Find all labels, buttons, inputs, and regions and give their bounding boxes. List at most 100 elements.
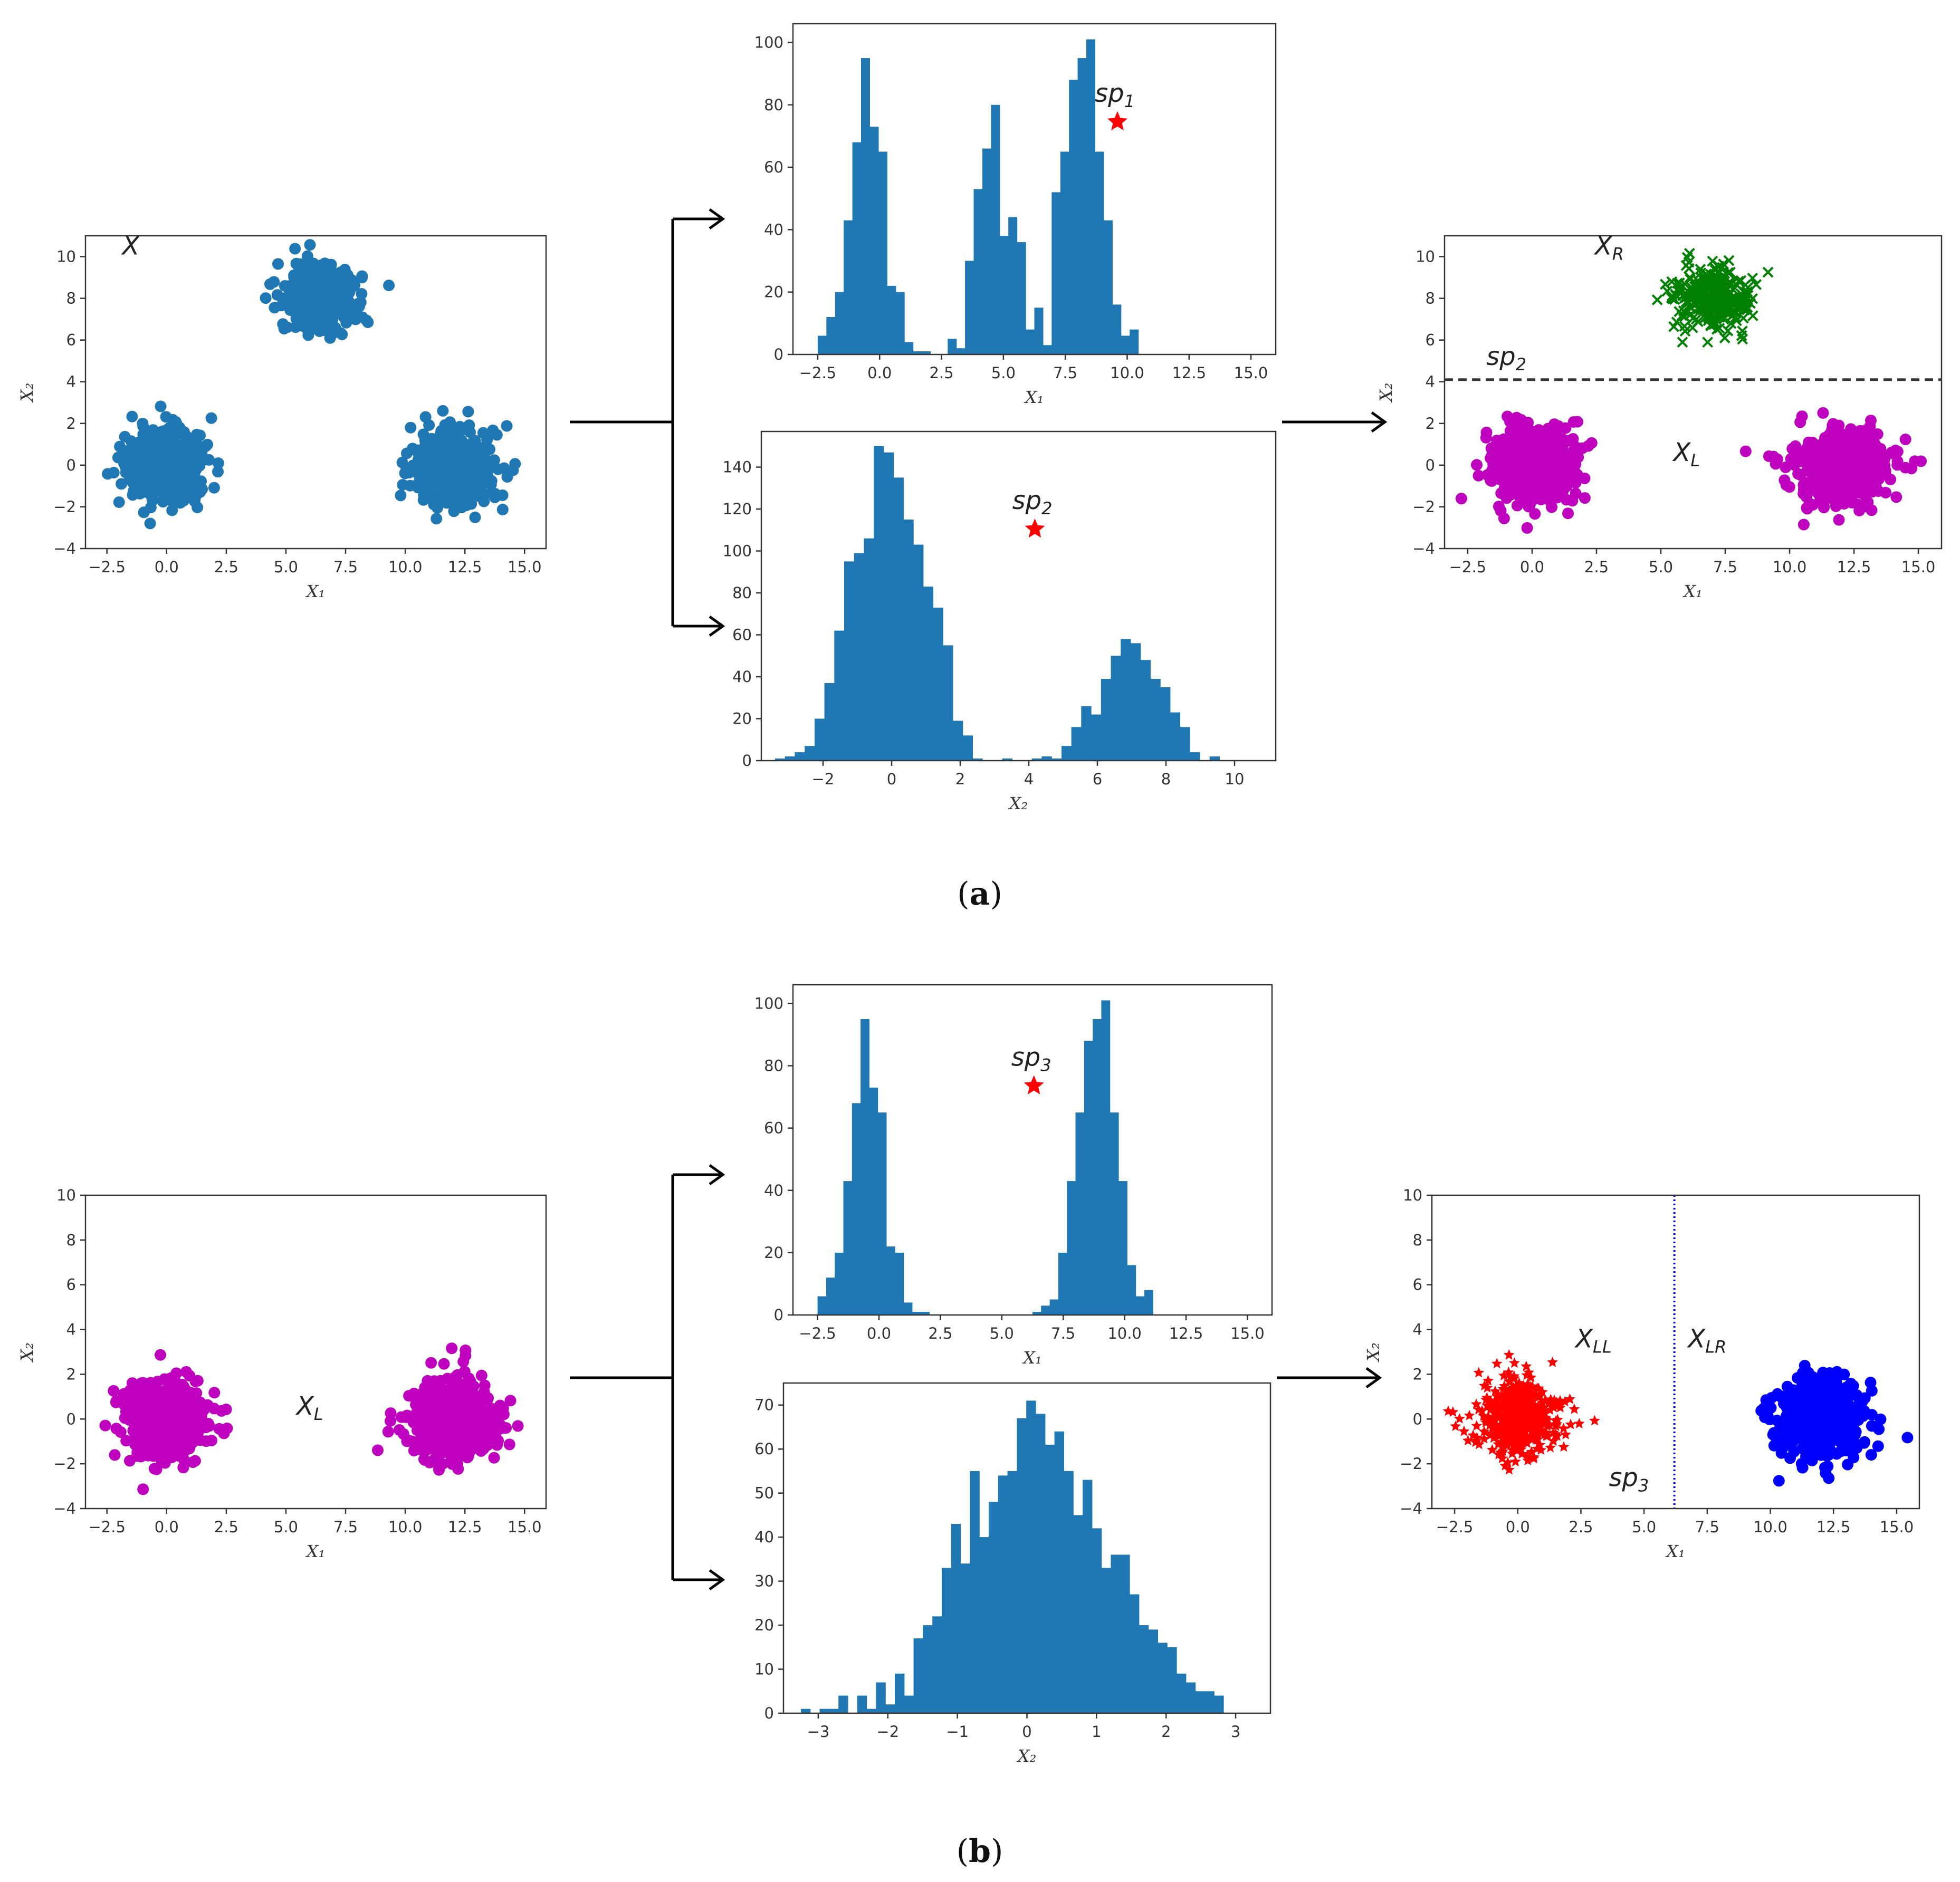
scatter-point: [1535, 1417, 1546, 1428]
scatter-point: [1499, 1413, 1510, 1424]
scatter-point: [1841, 469, 1853, 482]
scatter-point: [188, 495, 200, 507]
histogram-bar: [1049, 1299, 1059, 1315]
scatter-point: [1545, 1442, 1556, 1453]
scatter-point: [327, 297, 339, 310]
histogram-bar: [834, 630, 845, 761]
scatter-point: [501, 420, 513, 432]
scatter-point: [1524, 443, 1536, 454]
scatter-point: [1514, 1401, 1525, 1412]
scatter-point: [325, 258, 337, 271]
scatter-point: [1842, 1458, 1854, 1471]
scatter-point: [401, 447, 413, 459]
histogram-bar: [857, 1695, 867, 1713]
x-tick-label: 15.0: [1230, 1324, 1265, 1342]
histogram-bar: [817, 335, 827, 354]
scatter-point: [1702, 337, 1714, 348]
histogram-bar: [1058, 1252, 1067, 1315]
scatter-point: [1455, 493, 1467, 505]
scatter-point: [1531, 456, 1543, 468]
histogram-bar: [1214, 1695, 1224, 1713]
scatter-point: [1512, 1430, 1524, 1442]
scatter-point: [160, 1412, 172, 1424]
scatter-point: [1562, 465, 1574, 477]
scatter-point: [108, 1385, 120, 1397]
x-tick-label: 0: [887, 770, 896, 788]
x-tick-label: 7.5: [333, 558, 358, 576]
scatter-point: [1518, 1427, 1529, 1438]
scatter-point: [408, 1445, 420, 1457]
y-tick-label: 0: [764, 1704, 774, 1722]
scatter-point: [1828, 477, 1840, 489]
histogram-bar: [1195, 1691, 1205, 1713]
annotation-main: sp: [1012, 486, 1041, 515]
scatter-point: [1705, 268, 1716, 280]
scatter-point: [260, 292, 272, 304]
scatter-point: [1536, 1386, 1548, 1397]
scatter-point: [332, 277, 345, 290]
scatter-point: [1535, 470, 1547, 483]
histogram-bar: [1101, 1000, 1111, 1315]
scatter-point: [1488, 1432, 1499, 1443]
histogram-bar: [866, 1708, 876, 1713]
scatter-point: [458, 423, 470, 435]
histogram-bar: [1280, 1709, 1289, 1713]
scatter-point: [1792, 468, 1804, 480]
x-tick-label: 7.5: [333, 1518, 358, 1536]
scatter-point: [1853, 505, 1866, 516]
histogram-bar: [1111, 656, 1121, 761]
scatter-point: [1875, 1413, 1887, 1425]
scatter-point: [118, 450, 130, 462]
scatter-point: [1822, 450, 1834, 462]
scatter-point: [1569, 447, 1581, 459]
x-tick-label: 10.0: [1773, 558, 1807, 576]
scatter-point: [1514, 1418, 1526, 1428]
scatter-point: [1763, 450, 1775, 462]
histogram-bar: [1054, 1431, 1064, 1713]
scatter-point: [1522, 1380, 1534, 1391]
scatter-point: [473, 1403, 485, 1414]
y-tick-label: 60: [764, 158, 783, 176]
x-axis-label: X₁: [1021, 1348, 1042, 1368]
scatter-point: [1481, 1382, 1493, 1393]
scatter-point: [1681, 252, 1693, 263]
scatter-point: [1527, 1420, 1538, 1430]
scatter-point: [208, 1387, 221, 1399]
scatter-point: [393, 1424, 405, 1436]
scatter-point: [1528, 1388, 1540, 1399]
y-tick-label: 100: [723, 542, 752, 560]
y-tick-label: 0: [66, 1410, 76, 1428]
scatter-point: [1522, 461, 1534, 473]
x-tick-label: 2.5: [214, 558, 238, 576]
scatter-point: [1906, 463, 1917, 475]
histogram-bar: [1043, 345, 1052, 354]
scatter-point: [1562, 435, 1574, 447]
scatter-point: [113, 496, 125, 508]
scatter-point: [1867, 454, 1879, 466]
scatter-point: [503, 1438, 515, 1451]
scatter-point: [1679, 325, 1691, 337]
scatter-point: [149, 447, 161, 458]
scatter-point: [425, 478, 437, 491]
histogram-bar: [904, 1695, 914, 1713]
x-tick-label: −2.5: [88, 558, 125, 576]
scatter-point: [1558, 1423, 1570, 1434]
scatter-point: [1857, 450, 1869, 462]
split-point-star-marker: [1025, 518, 1045, 538]
scatter-point: [1845, 423, 1857, 435]
scatter-point: [186, 468, 198, 480]
x-tick-label: 12.5: [1172, 364, 1206, 382]
split-point-star-marker: [1024, 1075, 1044, 1094]
histogram-bar: [1073, 1515, 1083, 1713]
scatter-point: [1701, 300, 1712, 311]
x-tick-label: −3: [807, 1723, 830, 1741]
y-tick-label: 8: [66, 1231, 76, 1249]
scatter-point: [157, 496, 169, 508]
axes-frame: [1443, 235, 1943, 550]
scatter-point: [1502, 1439, 1513, 1451]
scatter-point: [501, 471, 513, 483]
scatter-point: [1825, 1376, 1837, 1388]
scatter-point: [166, 1451, 178, 1463]
scatter-point: [1804, 458, 1816, 470]
histogram-bar: [982, 148, 991, 354]
